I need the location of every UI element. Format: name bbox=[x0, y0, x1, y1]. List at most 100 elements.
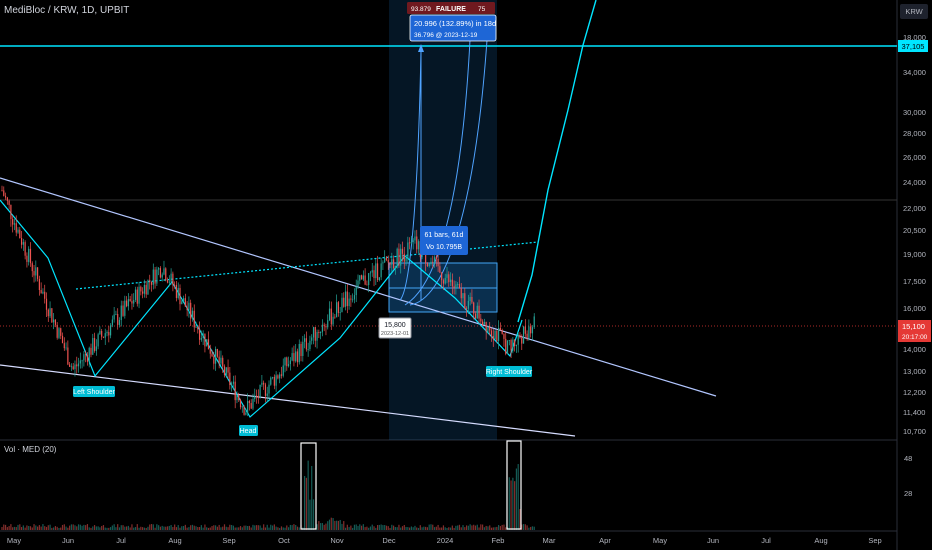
volume-bar bbox=[111, 525, 113, 530]
volume-bar bbox=[67, 527, 69, 530]
candle-body bbox=[378, 277, 380, 280]
candle-body bbox=[33, 271, 35, 276]
volume-bar bbox=[271, 525, 274, 530]
month-tick: Feb bbox=[492, 536, 505, 545]
candle-body bbox=[74, 364, 76, 370]
volume-bar bbox=[1, 527, 3, 530]
candle-body bbox=[325, 326, 327, 328]
volume-bar bbox=[373, 526, 375, 530]
volume-bar bbox=[124, 526, 126, 530]
measure-target-label: 36.796 @ 2023-12-19 bbox=[414, 32, 478, 39]
right-shoulder-tag-bg[interactable] bbox=[486, 366, 532, 377]
candle-body bbox=[122, 305, 124, 316]
candle-body bbox=[348, 298, 350, 307]
candle-body bbox=[186, 306, 188, 311]
candle-body bbox=[63, 343, 65, 349]
measure-top-box[interactable] bbox=[407, 2, 495, 14]
candle-body bbox=[229, 372, 231, 385]
candle-body bbox=[204, 333, 206, 347]
candle-body bbox=[184, 298, 186, 307]
candle-body bbox=[86, 355, 89, 362]
volume-bar bbox=[20, 527, 23, 530]
candle-body bbox=[245, 412, 247, 415]
candle-body bbox=[200, 338, 202, 340]
volume-bar bbox=[56, 526, 58, 530]
currency-button[interactable]: KRW bbox=[905, 7, 923, 16]
volume-bar bbox=[343, 521, 345, 530]
candle-body bbox=[3, 190, 5, 196]
candle-body bbox=[485, 321, 487, 332]
candle-body bbox=[528, 326, 530, 339]
price-tick: 34,000 bbox=[903, 68, 926, 77]
volume-bar bbox=[172, 526, 174, 530]
candle-body bbox=[391, 259, 393, 265]
volume-bar bbox=[106, 527, 108, 530]
candle-body bbox=[376, 263, 379, 280]
candle-body bbox=[223, 366, 226, 375]
price-tick: 10,700 bbox=[903, 427, 926, 436]
volume-bar bbox=[321, 523, 323, 530]
head-tag-bg[interactable] bbox=[239, 425, 258, 436]
candle-body bbox=[4, 195, 7, 198]
volume-bar bbox=[350, 525, 352, 530]
volume-bar bbox=[291, 525, 293, 530]
candle-body bbox=[293, 353, 295, 362]
candle-body bbox=[120, 305, 122, 321]
candle-body bbox=[467, 300, 469, 309]
candle-body bbox=[127, 299, 129, 307]
time-axis: May Jun Jul Aug Sep Oct Nov Dec 2024 Feb… bbox=[7, 536, 882, 545]
volume-bar bbox=[510, 480, 512, 530]
candle-body bbox=[195, 326, 197, 328]
price-tick: 20,500 bbox=[903, 226, 926, 235]
candle-body bbox=[343, 297, 345, 307]
candle-body bbox=[302, 341, 304, 357]
month-tick: May bbox=[7, 536, 21, 545]
volume-bar bbox=[63, 524, 65, 530]
candle-body bbox=[344, 291, 347, 307]
volume-bar bbox=[42, 524, 44, 530]
volume-bar bbox=[366, 526, 368, 530]
range-info-box[interactable] bbox=[420, 226, 468, 255]
volume-bar bbox=[396, 527, 398, 530]
candle-body bbox=[396, 248, 398, 267]
candle-body bbox=[163, 268, 165, 275]
price-label-box[interactable] bbox=[378, 317, 412, 339]
volume-bar bbox=[296, 526, 299, 530]
volume-bar bbox=[60, 527, 62, 530]
candle-body bbox=[501, 330, 503, 335]
candle-body bbox=[238, 394, 240, 400]
volume-bar bbox=[86, 524, 89, 530]
volume-bar bbox=[218, 524, 220, 530]
volume-bar bbox=[206, 527, 208, 530]
candle-body bbox=[451, 279, 453, 287]
measure-arrowhead bbox=[418, 44, 424, 52]
volume-bar bbox=[494, 527, 496, 530]
candle-body bbox=[407, 242, 409, 258]
candle-body bbox=[206, 339, 208, 347]
left-shoulder-tag-bg[interactable] bbox=[73, 386, 115, 397]
volume-bar bbox=[26, 525, 28, 530]
volume-bar bbox=[407, 527, 409, 530]
candle-body bbox=[12, 219, 14, 225]
volume-bar bbox=[215, 525, 217, 530]
candle-body bbox=[216, 348, 218, 357]
candle-body bbox=[166, 280, 169, 283]
volume-bar bbox=[4, 524, 7, 530]
volume-bar bbox=[158, 525, 160, 530]
candle-body bbox=[10, 204, 12, 220]
currency-button-bg[interactable] bbox=[900, 4, 928, 19]
volume-bar bbox=[384, 525, 386, 530]
volume-bar bbox=[389, 527, 391, 530]
candle-body bbox=[439, 266, 441, 273]
candle-body bbox=[198, 329, 201, 340]
candle-body bbox=[462, 293, 464, 299]
candle-body bbox=[498, 327, 500, 342]
candle-body bbox=[271, 376, 274, 378]
measure-info-box[interactable] bbox=[409, 14, 497, 42]
volume-bar bbox=[414, 525, 416, 530]
volume-bar bbox=[462, 525, 464, 530]
candle-body bbox=[15, 223, 17, 233]
volume-bar bbox=[293, 524, 295, 530]
candle-body bbox=[460, 288, 462, 299]
